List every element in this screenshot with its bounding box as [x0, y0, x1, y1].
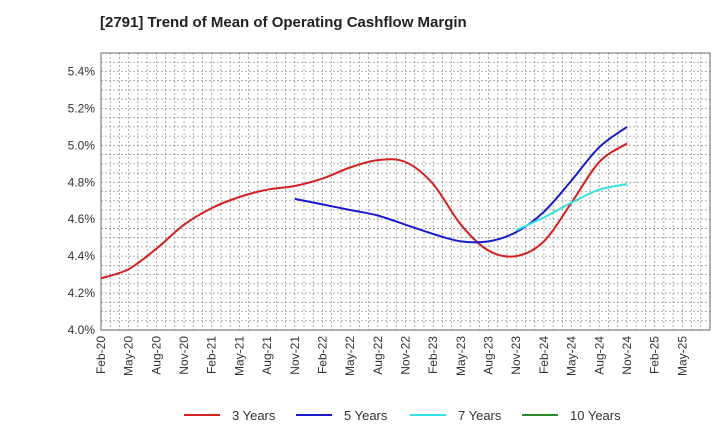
x-tick-label: Nov-23 — [509, 336, 523, 375]
x-axis-ticks: Feb-20 May-20 Aug-20 Nov-20 Feb-21 May-21 Aug-… — [94, 336, 689, 376]
grid — [100, 52, 711, 331]
series-lines — [100, 126, 628, 280]
y-axis-ticks: 4.0% 4.2% 4.4% 4.6% 4.8% 5.0% 5.2% 5.4% — [68, 64, 96, 337]
x-tick-label: Aug-21 — [260, 336, 274, 375]
x-tick-label: Feb-23 — [426, 336, 440, 374]
legend-label-3-years: 3 Years — [232, 407, 276, 423]
x-tick-label: Feb-25 — [648, 336, 662, 374]
y-tick-label: 5.2% — [68, 101, 96, 115]
x-tick-label: Aug-23 — [482, 336, 496, 375]
legend-label-10-years: 10 Years — [570, 407, 621, 423]
legend-swatch-10-years — [522, 414, 558, 416]
legend-item-5-years: 5 Years — [296, 404, 387, 426]
legend-swatch-5-years — [296, 414, 332, 416]
y-tick-label: 5.0% — [68, 138, 96, 152]
line-chart: 4.0% 4.2% 4.4% 4.6% 4.8% 5.0% 5.2% 5.4% Feb-20 M… — [68, 52, 711, 376]
x-tick-label: Feb-21 — [205, 336, 219, 374]
x-tick-label: May-25 — [675, 336, 689, 376]
x-tick-label: Nov-20 — [177, 336, 191, 375]
x-tick-label: Aug-24 — [592, 336, 606, 375]
legend-item-10-years: 10 Years — [522, 404, 621, 426]
legend-item-7-years: 7 Years — [410, 404, 501, 426]
x-tick-label: Feb-20 — [94, 336, 108, 374]
y-tick-label: 5.4% — [68, 64, 96, 78]
x-tick-label: May-24 — [565, 336, 579, 376]
y-tick-label: 4.2% — [68, 286, 96, 300]
x-tick-label: Feb-24 — [537, 336, 551, 374]
x-tick-label: Nov-24 — [620, 336, 634, 375]
x-tick-label: Nov-22 — [399, 336, 413, 375]
series-line-3-years — [100, 142, 628, 280]
x-tick-label: Feb-22 — [315, 336, 329, 374]
x-tick-label: Nov-21 — [288, 336, 302, 375]
x-tick-label: Aug-20 — [149, 336, 163, 375]
series-line-7-years — [515, 183, 628, 232]
x-tick-label: Aug-22 — [371, 336, 385, 375]
legend-label-5-years: 5 Years — [344, 407, 388, 423]
legend-swatch-3-years — [184, 414, 220, 416]
legend-item-3-years: 3 Years — [184, 404, 275, 426]
plot-frame — [100, 52, 711, 331]
y-tick-label: 4.6% — [68, 212, 96, 226]
y-tick-label: 4.0% — [68, 323, 96, 337]
x-tick-label: May-22 — [343, 336, 357, 376]
axes — [100, 52, 711, 331]
legend: 3 Years 5 Years 7 Years 10 Years — [0, 404, 720, 426]
x-tick-label: May-23 — [454, 336, 468, 376]
series-line-5-years — [294, 126, 628, 244]
y-tick-label: 4.8% — [68, 175, 96, 189]
legend-label-7-years: 7 Years — [458, 407, 502, 423]
chart-title: [2791] Trend of Mean of Operating Cashfl… — [100, 14, 467, 31]
x-tick-label: May-21 — [232, 336, 246, 376]
x-tick-label: May-20 — [122, 336, 136, 376]
legend-swatch-7-years — [410, 414, 446, 416]
y-tick-label: 4.4% — [68, 249, 96, 263]
